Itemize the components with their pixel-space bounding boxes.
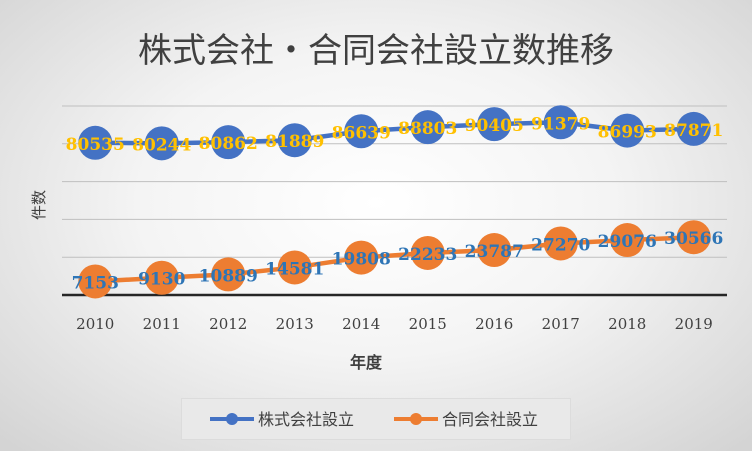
data-label: 23787 <box>465 242 524 262</box>
data-label: 91379 <box>531 114 590 134</box>
legend: 株式会社設立 合同会社設立 <box>181 398 571 440</box>
data-point <box>78 264 113 299</box>
legend-item-kabushiki: 株式会社設立 <box>210 410 354 429</box>
data-label: 10889 <box>199 266 258 286</box>
x-tick-label: 2010 <box>76 315 114 333</box>
data-point <box>676 220 711 255</box>
data-label: 80862 <box>199 134 258 154</box>
series-line <box>95 120 694 146</box>
data-point <box>543 226 578 261</box>
data-label: 22233 <box>398 245 457 265</box>
data-labels: 80535 80244 80862 81889 86639 88803 90405 91379… <box>66 114 724 293</box>
data-label: 88803 <box>398 119 457 139</box>
data-label: 14581 <box>265 259 324 279</box>
data-point <box>410 235 445 270</box>
x-tick-label: 2012 <box>209 315 247 333</box>
legend-label-godo: 合同会社設立 <box>442 410 538 429</box>
series-layer <box>78 105 711 299</box>
data-point <box>543 105 578 140</box>
data-point <box>610 113 645 148</box>
data-point <box>277 123 312 158</box>
data-label: 86639 <box>332 123 391 143</box>
series-line <box>95 234 694 284</box>
data-label: 90405 <box>465 116 524 136</box>
legend-marker-kabushiki <box>226 413 238 425</box>
x-tick-label: 2018 <box>608 315 646 333</box>
x-tick-label: 2016 <box>475 315 513 333</box>
x-tick-label: 2015 <box>409 315 447 333</box>
data-label: 19808 <box>332 250 391 270</box>
legend-marker-godo <box>410 413 422 425</box>
chart-title: 株式会社・合同会社設立数推移 <box>138 31 614 71</box>
data-label: 29076 <box>598 232 657 252</box>
x-tick-label: 2017 <box>542 315 580 333</box>
data-label: 86993 <box>598 123 657 143</box>
legend-label-kabushiki: 株式会社設立 <box>258 410 354 429</box>
x-tick-label: 2014 <box>342 315 380 333</box>
data-label: 30566 <box>664 229 723 249</box>
data-label: 81889 <box>265 132 324 152</box>
data-point <box>344 114 379 149</box>
data-point <box>344 240 379 275</box>
data-label: 80244 <box>132 135 191 155</box>
data-label: 80535 <box>66 135 125 155</box>
data-point <box>277 250 312 285</box>
data-point <box>144 260 179 295</box>
data-label: 7153 <box>72 273 119 293</box>
data-label: 87871 <box>664 121 723 141</box>
x-axis: 2010 2011 2012 2013 2014 2015 2016 2017 2018 2019 <box>62 293 727 333</box>
data-point <box>610 223 645 258</box>
x-axis-label: 年度 <box>350 353 383 372</box>
data-point <box>477 233 512 268</box>
data-label: 9130 <box>138 270 185 290</box>
x-tick-label: 2019 <box>675 315 713 333</box>
data-point <box>676 111 711 146</box>
data-point <box>211 125 246 160</box>
y-axis-label: 件数 <box>30 190 48 220</box>
data-point <box>211 257 246 292</box>
data-point <box>477 107 512 142</box>
legend-svg: 株式会社設立 合同会社設立 <box>210 410 538 429</box>
legend-item-godo: 合同会社設立 <box>394 410 538 429</box>
data-point <box>144 126 179 161</box>
data-point <box>410 110 445 145</box>
x-tick-label: 2013 <box>276 315 314 333</box>
x-tick-label: 2011 <box>143 315 181 333</box>
data-label: 27270 <box>531 235 590 255</box>
data-point <box>78 125 113 160</box>
